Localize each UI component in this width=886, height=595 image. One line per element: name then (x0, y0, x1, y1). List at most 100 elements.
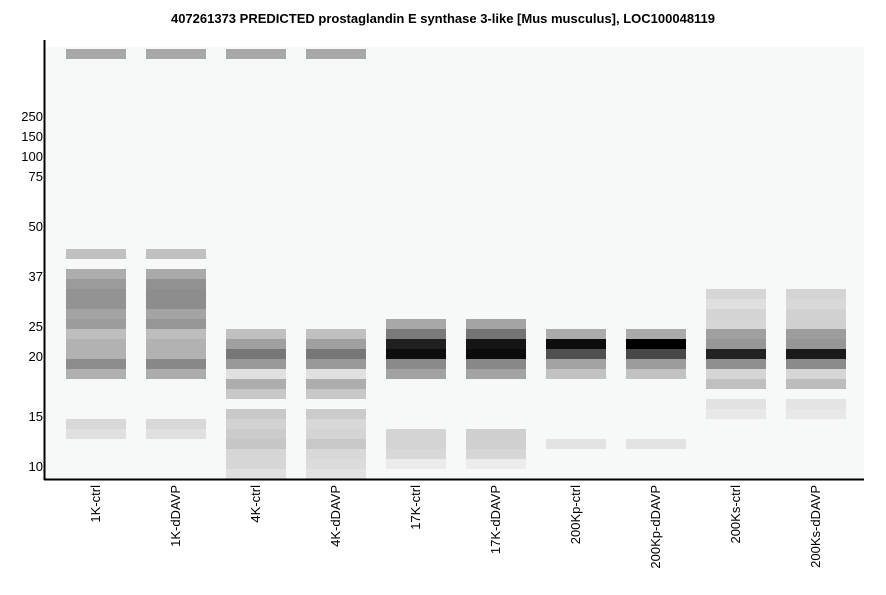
band (706, 329, 766, 339)
band (626, 339, 686, 349)
band (226, 349, 286, 359)
band (706, 409, 766, 419)
band (386, 319, 446, 329)
band (386, 329, 446, 339)
y-tick-label: 15 (29, 409, 43, 424)
band (66, 279, 126, 289)
bands-layer (66, 49, 846, 479)
band (786, 399, 846, 409)
band (66, 299, 126, 309)
band (146, 309, 206, 319)
band (706, 379, 766, 389)
band (706, 349, 766, 359)
y-tick-label: 25 (29, 319, 43, 334)
x-tick-label: 4K-ctrl (248, 485, 263, 523)
y-tick-label: 100 (21, 149, 43, 164)
band (706, 339, 766, 349)
band (146, 329, 206, 339)
band (706, 399, 766, 409)
band (546, 439, 606, 449)
band (466, 439, 526, 449)
band (626, 439, 686, 449)
band (306, 459, 366, 469)
band (786, 319, 846, 329)
band (146, 249, 206, 259)
band (306, 329, 366, 339)
band (626, 329, 686, 339)
band (386, 359, 446, 369)
band (66, 309, 126, 319)
band (706, 309, 766, 319)
band (306, 349, 366, 359)
band (66, 429, 126, 439)
x-tick-label: 200Kp-ctrl (568, 485, 583, 544)
band (786, 409, 846, 419)
band (386, 459, 446, 469)
band (226, 409, 286, 419)
y-tick-label: 250 (21, 109, 43, 124)
band (66, 369, 126, 379)
band (546, 339, 606, 349)
band (146, 359, 206, 369)
band (66, 249, 126, 259)
band (226, 389, 286, 399)
band (386, 439, 446, 449)
band (226, 419, 286, 429)
band (66, 419, 126, 429)
band (146, 289, 206, 299)
y-tick-label: 37 (29, 269, 43, 284)
band (466, 359, 526, 369)
band (306, 379, 366, 389)
band (626, 369, 686, 379)
chart-title: 407261373 PREDICTED prostaglandin E synt… (170, 11, 716, 26)
band (146, 299, 206, 309)
band (146, 279, 206, 289)
band (66, 349, 126, 359)
x-tick-label: 200Ks-dDAVP (808, 485, 823, 568)
band (466, 349, 526, 359)
band (146, 339, 206, 349)
band (466, 459, 526, 469)
x-tick-label: 17K-dDAVP (488, 485, 503, 554)
band (706, 299, 766, 309)
band (226, 459, 286, 469)
band (306, 419, 366, 429)
y-tick-label: 20 (29, 349, 43, 364)
band (306, 449, 366, 459)
band (306, 359, 366, 369)
band (226, 369, 286, 379)
band (226, 469, 286, 479)
x-tick-label: 1K-dDAVP (168, 485, 183, 547)
band (226, 329, 286, 339)
band (306, 439, 366, 449)
band (546, 369, 606, 379)
y-tick-label: 10 (29, 459, 43, 474)
band (466, 429, 526, 439)
x-tick-label: 200Ks-ctrl (728, 485, 743, 544)
x-tick-label: 200Kp-dDAVP (648, 485, 663, 569)
band (226, 359, 286, 369)
band (786, 299, 846, 309)
band (146, 269, 206, 279)
band (786, 349, 846, 359)
band (146, 349, 206, 359)
band (306, 409, 366, 419)
band (706, 369, 766, 379)
band (386, 449, 446, 459)
y-tick-label: 50 (29, 219, 43, 234)
band (306, 49, 366, 59)
y-tick-labels: 250 150 100 75 50 37 25 20 15 10 (21, 109, 43, 474)
band (386, 429, 446, 439)
band (66, 359, 126, 369)
band (66, 269, 126, 279)
band (546, 329, 606, 339)
band (466, 369, 526, 379)
band (786, 379, 846, 389)
band (786, 339, 846, 349)
band (786, 309, 846, 319)
band (146, 319, 206, 329)
band (466, 449, 526, 459)
band (386, 369, 446, 379)
band (226, 339, 286, 349)
